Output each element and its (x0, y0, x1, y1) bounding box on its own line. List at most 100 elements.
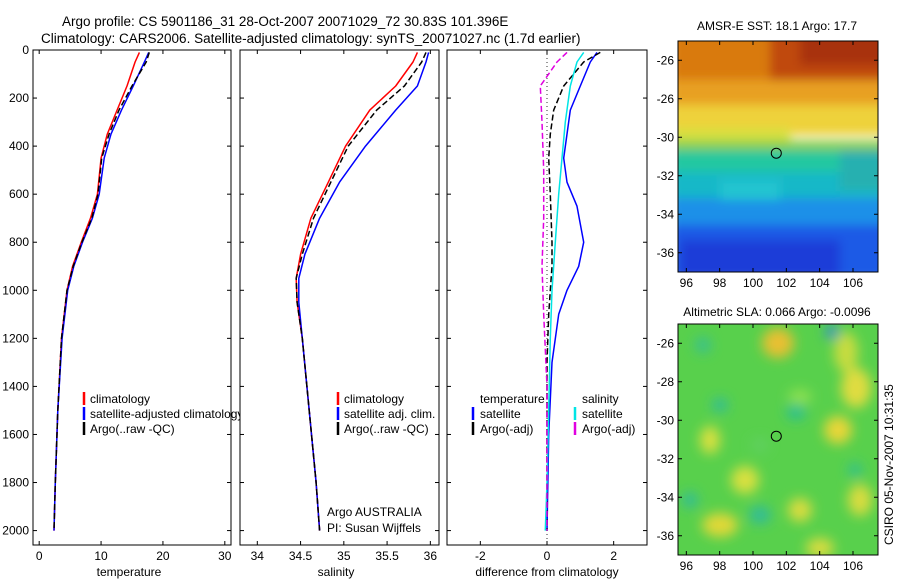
x-tick-label: 34 (251, 549, 265, 563)
map-y-tick-label: -36 (657, 529, 675, 543)
difference-profiles (539, 51, 601, 531)
map-x-tick-label: 102 (776, 276, 796, 290)
series-line-argo-raw-qc (295, 52, 427, 531)
x-tick-label: 20 (156, 549, 170, 563)
depth-tick-label: 0 (22, 43, 29, 57)
x-tick-label: 10 (94, 549, 108, 563)
map-y-tick-label: -30 (657, 130, 675, 144)
map-x-tick-label: 96 (680, 276, 694, 290)
depth-tick-label: 1000 (2, 283, 29, 297)
depth-tick-label: 800 (9, 235, 29, 249)
x-tick-label: 35 (337, 549, 351, 563)
sla-map-ticks: 96 98 100 102 104 106 -26 -28 -30 -32 -34 -36 (657, 324, 878, 573)
x-tick-label: 0 (36, 549, 43, 563)
argo-location-marker (770, 147, 782, 159)
x-tick-label: 36 (424, 549, 438, 563)
annotation-argo-australia: Argo AUSTRALIA (327, 505, 422, 519)
depth-tick-label: 1600 (2, 427, 29, 441)
legend-label-satellite-adjusted: satellite-adjusted climatology (90, 407, 243, 421)
side-timestamp-label: CSIRO 05-Nov-2007 10:31:35 (882, 384, 896, 545)
figure-title-line1: Argo profile: CS 5901186_31 28-Oct-2007 … (62, 14, 508, 29)
temperature-panel: 0 200 400 600 800 1000 1200 1400 1600 1800 2000 0 1… (2, 43, 243, 579)
map-x-tick-label: 100 (743, 559, 763, 573)
x-tick-label: 35.5 (375, 549, 399, 563)
map-x-tick-label: 100 (743, 276, 763, 290)
sst-map-panel: AMSR-E SST: 18.1 Argo: 17.7 96 98 100 102 10… (657, 19, 879, 290)
legend-label-sal-argo: Argo(-adj) (582, 422, 635, 436)
map-y-tick-label: -26 (657, 92, 675, 106)
temperature-legend: climatology satellite-adjusted climatolo… (82, 392, 243, 436)
series-line-salinity-satellite (544, 51, 585, 531)
series-line-satellite-adjusted-climatology (53, 52, 150, 531)
depth-tick-label: 1400 (2, 379, 29, 393)
map-y-tick-label: -32 (657, 169, 675, 183)
salinity-axis-label: salinity (318, 565, 355, 579)
depth-tick-label: 400 (9, 139, 29, 153)
map-y-tick-label: -30 (657, 413, 675, 427)
map-y-tick-label: -36 (657, 246, 675, 260)
sla-map-title: Altimetric SLA: 0.066 Argo: -0.0096 (683, 305, 871, 319)
series-line-salinity-argo-adj (539, 51, 568, 531)
series-line-satellite-adj-clim (298, 52, 430, 531)
legend-label-climatology: climatology (90, 392, 150, 406)
map-x-tick-label: 104 (810, 276, 830, 290)
depth-tick-label: 1800 (2, 476, 29, 490)
series-line-argo-raw-qc (53, 52, 151, 531)
series-line-temperature-satellite (546, 51, 598, 531)
salinity-profiles (295, 52, 430, 531)
legend-label-argo: Argo(..raw -QC) (90, 422, 175, 436)
legend-label-satellite-adj: satellite adj. clim. (344, 407, 435, 421)
difference-legend: temperature satellite Argo(-adj) salinit… (471, 392, 635, 436)
argo-location-marker (770, 430, 782, 442)
legend-label-temp-satellite: satellite (480, 407, 521, 421)
salinity-panel: 34 34.5 35 35.5 36 salinity climatology sate… (239, 49, 440, 579)
map-y-tick-label: -26 (657, 53, 675, 67)
map-x-tick-label: 106 (843, 559, 863, 573)
temperature-axes-frame (32, 49, 232, 546)
map-x-tick-label: 98 (713, 559, 727, 573)
salinity-legend: climatology satellite adj. clim. Argo(..… (336, 392, 435, 436)
legend-label-temp-argo: Argo(-adj) (480, 422, 533, 436)
legend-label-sal-satellite: satellite (582, 407, 623, 421)
map-y-tick-label: -32 (657, 452, 675, 466)
x-tick-label: 34.5 (289, 549, 313, 563)
depth-tick-label: 600 (9, 187, 29, 201)
depth-axis-ticks: 0 200 400 600 800 1000 1200 1400 1600 1800 2000 (2, 43, 231, 538)
x-tick-label: -2 (475, 549, 486, 563)
depth-tick-label: 1200 (2, 331, 29, 345)
legend-label-argo: Argo(..raw -QC) (344, 422, 429, 436)
sst-heatmap (678, 41, 878, 272)
x-tick-label: 30 (218, 549, 232, 563)
temperature-profiles (53, 52, 151, 531)
x-tick-label: 0 (544, 549, 551, 563)
map-x-tick-label: 104 (810, 559, 830, 573)
sla-map-panel: Altimetric SLA: 0.066 Argo: -0.0096 (657, 305, 879, 573)
series-line-temperature-argo-adj (546, 51, 601, 531)
map-y-tick-label: -34 (657, 490, 675, 504)
temperature-axis-ticks: 0 10 20 30 (36, 50, 232, 563)
map-x-tick-label: 106 (843, 276, 863, 290)
difference-depth-ticks (447, 49, 647, 532)
map-y-tick-label: -34 (657, 207, 675, 221)
depth-tick-label: 2000 (2, 524, 29, 538)
difference-axis-label: difference from climatology (475, 565, 618, 579)
temperature-axis-label: temperature (97, 565, 162, 579)
sst-map-frame (677, 40, 879, 273)
legend-heading-salinity: salinity (582, 392, 619, 406)
map-y-tick-label: -28 (657, 375, 675, 389)
depth-tick-label: 200 (9, 91, 29, 105)
annotation-pi-name: PI: Susan Wijffels (327, 521, 421, 535)
sst-map-title: AMSR-E SST: 18.1 Argo: 17.7 (697, 19, 857, 33)
sla-heatmap (678, 324, 878, 555)
salinity-axes-frame (239, 49, 440, 546)
salinity-axis-ticks: 34 34.5 35 35.5 36 (251, 50, 438, 563)
sla-map-frame (677, 323, 879, 556)
salinity-depth-ticks (240, 49, 439, 532)
map-y-tick-label: -26 (657, 336, 675, 350)
figure-title-line2: Climatology: CARS2006. Satellite-adjuste… (41, 31, 581, 46)
difference-panel: -2 0 2 difference from climatology tempera… (446, 49, 648, 579)
map-x-tick-label: 102 (776, 559, 796, 573)
legend-label-climatology: climatology (344, 392, 404, 406)
map-x-tick-label: 96 (680, 559, 694, 573)
